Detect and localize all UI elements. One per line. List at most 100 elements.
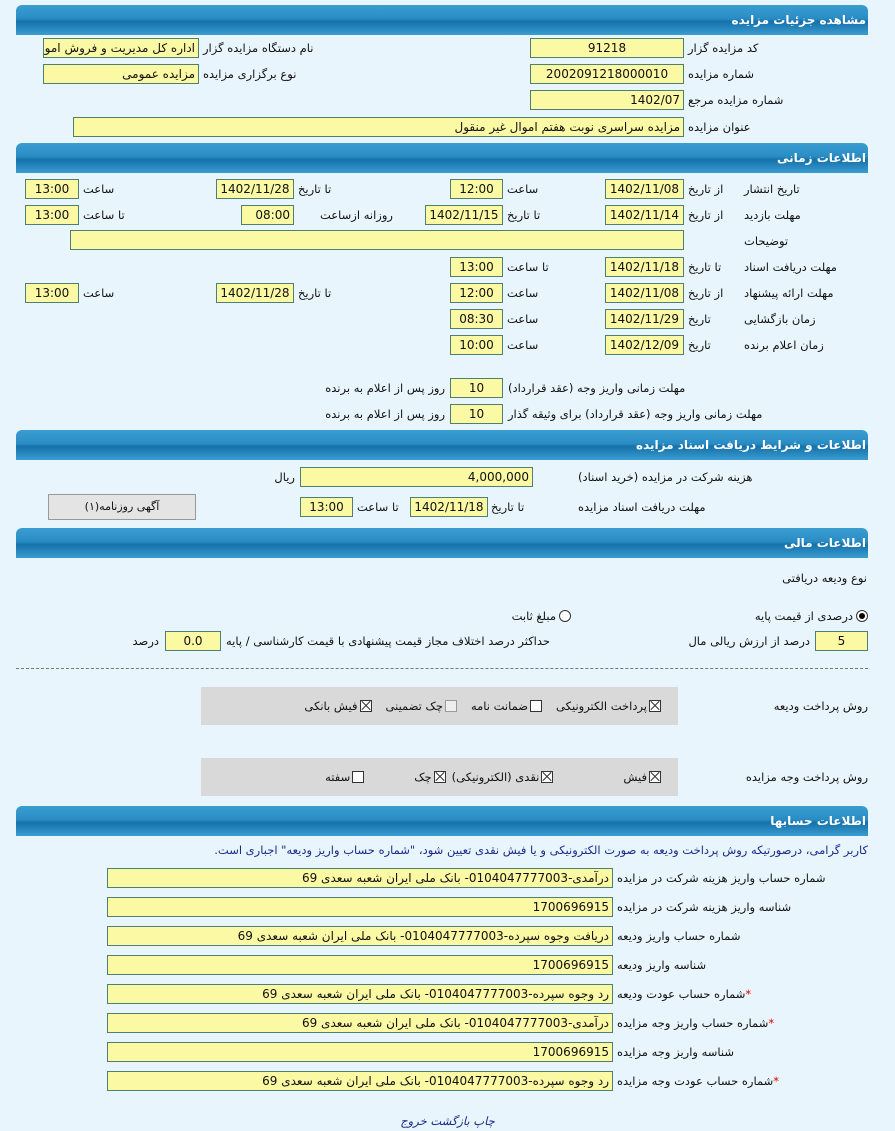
checkbox-bank-receipt[interactable] (359, 700, 372, 712)
accounts-notice: کاربر گرامی، درصورتیکه روش پرداخت ودیعه … (214, 843, 868, 857)
ref-field: 1402/07 (530, 90, 684, 110)
docs-deadline-label: مهلت دریافت اسناد (744, 260, 837, 274)
pay2-label: مهلت زمانی واریز وجه (عقد قرارداد) برای … (508, 407, 763, 421)
section-header-accounts: اطلاعات حسابها (16, 806, 868, 836)
daily-from-label: روزانه ازساعت (320, 208, 393, 222)
deposit-method-electronic[interactable]: پرداخت الکترونیکی (556, 699, 661, 713)
checkbox-label: فیش بانکی (304, 699, 358, 713)
account-row-field: 1700696915 (107, 897, 613, 917)
date-label: تاریخ (688, 312, 711, 326)
until-time-label: تا ساعت (357, 500, 399, 514)
account-row-label: شماره حساب واریز هزینه شرکت در مزایده (617, 868, 825, 888)
radio-fixed-label: مبلغ ثابت (511, 609, 556, 623)
offer-time1-field: 12:00 (450, 283, 503, 303)
docs-deadline-label: مهلت دریافت اسناد مزایده (578, 500, 706, 514)
until-time-label: تا ساعت (83, 208, 125, 222)
radio-percent-label: درصدی از قیمت پایه (754, 609, 853, 623)
label-text: شماره حساب واریز وجه مزایده (617, 1016, 769, 1030)
account-row-field: 1700696915 (107, 1042, 613, 1062)
visit-from-field: 1402/11/14 (605, 205, 684, 225)
code-label: کد مزایده گزار (688, 41, 759, 55)
payment-method-cheque[interactable]: چک (414, 770, 446, 784)
account-row-field: 1700696915 (107, 955, 613, 975)
deposit-method-cheque[interactable]: چک تضمینی (386, 699, 457, 713)
org-field: اداره کل مدیریت و فروش اموال (43, 38, 199, 58)
newspaper-ad-button[interactable]: آگهی روزنامه(۱) (48, 494, 196, 520)
checkbox-cheque[interactable] (433, 771, 446, 783)
title-label: عنوان مزایده (688, 120, 751, 134)
from-date-label: از تاریخ (688, 208, 724, 222)
account-row-label: شماره حساب واریز ودیعه (617, 926, 740, 946)
code-field: 91218 (530, 38, 684, 58)
deposit-method-guarantee[interactable]: ضمانت نامه (470, 699, 543, 713)
payment-method-label: روش پرداخت وجه مزایده (745, 770, 868, 784)
checkbox-label: چک (414, 770, 432, 784)
to-date-label: تا تاریخ (298, 286, 332, 300)
checkbox-label: نقدی (الکترونیکی) (451, 770, 540, 784)
account-row-label: شناسه واریز ودیعه (617, 955, 706, 975)
deposit-methods-box: پرداخت الکترونیکی ضمانت نامه چک تضمینی ف… (201, 687, 678, 725)
fee-unit: ریال (274, 470, 295, 484)
deposit-method-bank-receipt[interactable]: فیش بانکی (304, 699, 372, 713)
offer-to-field: 1402/11/28 (216, 283, 294, 303)
desc-label: توضیحات (744, 234, 789, 248)
date-label: تاریخ (688, 338, 711, 352)
account-row-label: شناسه واریز وجه مزایده (617, 1042, 734, 1062)
radio-fixed[interactable] (559, 610, 571, 622)
payment-methods-box: فیش نقدی (الکترونیکی) چک سفته (201, 758, 678, 796)
section-header-finance: اطلاعات مالی (16, 528, 868, 558)
number-field: 2002091218000010 (530, 64, 684, 84)
back-link[interactable]: بازگشت (430, 1114, 470, 1128)
percent-label: درصد از ارزش ریالی مال (688, 634, 810, 648)
to-date-label: تا تاریخ (507, 208, 541, 222)
checkbox-label: چک تضمینی (385, 699, 443, 713)
print-link[interactable]: چاپ (473, 1114, 495, 1128)
divider (16, 668, 868, 669)
account-row-label: *شماره حساب عودت ودیعه (617, 984, 751, 1004)
section-header-details: مشاهده جزئیات مزایده (16, 5, 868, 35)
visit-daily-field: 08:00 (241, 205, 294, 225)
offer-label: مهلت ارائه پیشنهاد (744, 286, 834, 300)
account-row-field: دریافت وجوه سپرده-0104047777003- بانک مل… (107, 926, 613, 946)
payment-method-receipt[interactable]: فیش (623, 770, 661, 784)
from-date-label: از تاریخ (688, 286, 724, 300)
account-row-label: *شماره حساب واریز وجه مزایده (617, 1013, 774, 1033)
checkbox-label: فیش (623, 770, 647, 784)
section-title: مشاهده جزئیات مزایده (731, 13, 866, 27)
label-text: شماره حساب عودت ودیعه (617, 987, 746, 1001)
desc-field (70, 230, 684, 250)
label-text: شماره حساب عودت وجه مزایده (617, 1074, 774, 1088)
publish-time1-field: 12:00 (450, 179, 503, 199)
visit-until-field: 13:00 (25, 205, 79, 225)
docs-to-field: 1402/11/18 (605, 257, 684, 277)
org-label: نام دستگاه مزایده گزار (203, 41, 314, 55)
fee-field: 4,000,000 (300, 467, 533, 487)
time-label: ساعت (507, 286, 539, 300)
exit-link[interactable]: خروج (400, 1114, 427, 1128)
pay1-field: 10 (450, 378, 503, 398)
payment-method-promissory[interactable]: سفته (325, 770, 365, 784)
max-diff-field: 0.0 (165, 631, 221, 651)
checkbox-label: ضمانت نامه (470, 699, 529, 713)
offer-from-field: 1402/11/08 (605, 283, 684, 303)
radio-percent[interactable] (856, 610, 868, 622)
winner-label: زمان اعلام برنده (744, 338, 824, 352)
section-header-docs: اطلاعات و شرایط دریافت اسناد مزایده (16, 430, 868, 460)
checkbox-guarantee[interactable] (530, 700, 543, 712)
payment-method-cash[interactable]: نقدی (الکترونیکی) (452, 770, 554, 784)
pay1-suffix: روز پس از اعلام به برنده (325, 381, 445, 395)
checkbox-electronic[interactable] (649, 700, 661, 712)
required-marker: * (768, 1016, 775, 1030)
checkbox-cheque-disabled[interactable] (444, 700, 457, 712)
checkbox-receipt[interactable] (649, 771, 661, 783)
section-title: اطلاعات زمانی (777, 151, 866, 165)
section-header-time: اطلاعات زمانی (16, 143, 868, 173)
number-label: شماره مزایده (688, 67, 754, 81)
checkbox-label: پرداخت الکترونیکی (556, 699, 647, 713)
checkbox-promissory[interactable] (352, 771, 365, 783)
account-row-label: شناسه واریز هزینه شرکت در مزایده (617, 897, 791, 917)
checkbox-cash-electronic[interactable] (541, 771, 554, 783)
publish-from-field: 1402/11/08 (605, 179, 684, 199)
offer-time2-field: 13:00 (25, 283, 79, 303)
ref-label: شماره مزایده مرجع (688, 93, 784, 107)
